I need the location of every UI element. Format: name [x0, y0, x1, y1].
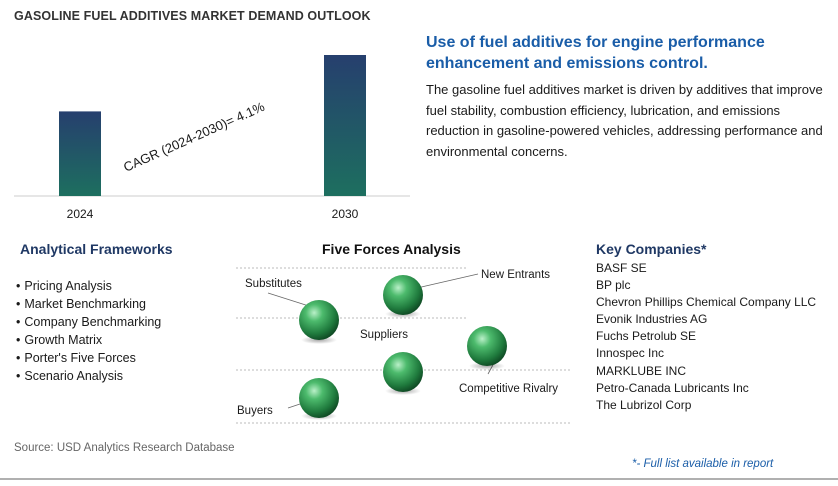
source-note: Source: USD Analytics Research Database: [14, 442, 235, 454]
connector-line: [416, 273, 479, 289]
substitutes-sphere: [299, 300, 339, 340]
key-companies-list: BASF SE BP plc Chevron Phillips Chemical…: [596, 260, 816, 414]
five-forces-diagram: Substitutes New Entrants Suppliers Compe…: [236, 267, 570, 424]
framework-item: Growth Matrix: [16, 331, 161, 349]
framework-item: Scenario Analysis: [16, 367, 161, 385]
bottom-divider: [0, 478, 838, 480]
framework-item: Company Benchmarking: [16, 313, 161, 331]
full-list-note: *- Full list available in report: [632, 458, 774, 470]
company-item: Evonik Industries AG: [596, 312, 708, 327]
bar-chart: 2024 2030 CAGR (2024-2030)= 4.1%: [14, 55, 410, 221]
frameworks-list: Pricing Analysis Market Benchmarking Com…: [16, 277, 161, 385]
frameworks-title: Analytical Frameworks: [20, 241, 173, 257]
bar-2030: [324, 55, 366, 196]
suppliers-label: Suppliers: [360, 329, 408, 341]
company-item: Petro-Canada Lubricants Inc: [596, 380, 749, 395]
framework-item: Porter's Five Forces: [16, 349, 161, 367]
framework-item: Market Benchmarking: [16, 295, 161, 313]
connector-line: [267, 292, 313, 308]
company-item: The Lubrizol Corp: [596, 397, 692, 412]
framework-item: Pricing Analysis: [16, 277, 161, 295]
company-item: Chevron Phillips Chemical Company LLC: [596, 295, 817, 310]
x-tick-label: 2024: [67, 207, 94, 221]
substitutes-label: Substitutes: [245, 278, 302, 290]
company-item: MARKLUBE INC: [596, 363, 687, 378]
rivalry-label: Competitive Rivalry: [459, 383, 558, 395]
five-forces-title: Five Forces Analysis: [322, 241, 461, 257]
buyers-sphere: [299, 378, 339, 418]
bar-2024: [59, 111, 101, 196]
cagr-annotation: CAGR (2024-2030)= 4.1%: [121, 99, 267, 175]
company-item: Fuchs Petrolub SE: [596, 329, 697, 344]
company-item: Innospec Inc: [596, 346, 665, 361]
key-companies-title: Key Companies*: [596, 241, 707, 257]
summary-text: The gasoline fuel additives market is dr…: [426, 82, 823, 159]
company-item: BASF SE: [596, 261, 647, 275]
headline: Use of fuel additives for engine perform…: [426, 34, 765, 72]
x-tick-label: 2030: [332, 207, 359, 221]
new-entrants-label: New Entrants: [481, 269, 550, 281]
buyers-label: Buyers: [237, 405, 273, 417]
new-entrants-sphere: [383, 275, 423, 315]
chart-title: GASOLINE FUEL ADDITIVES MARKET DEMAND OU…: [14, 9, 371, 23]
rivalry-sphere: [467, 326, 507, 366]
suppliers-sphere: [383, 352, 423, 392]
company-item: BP plc: [596, 278, 631, 293]
